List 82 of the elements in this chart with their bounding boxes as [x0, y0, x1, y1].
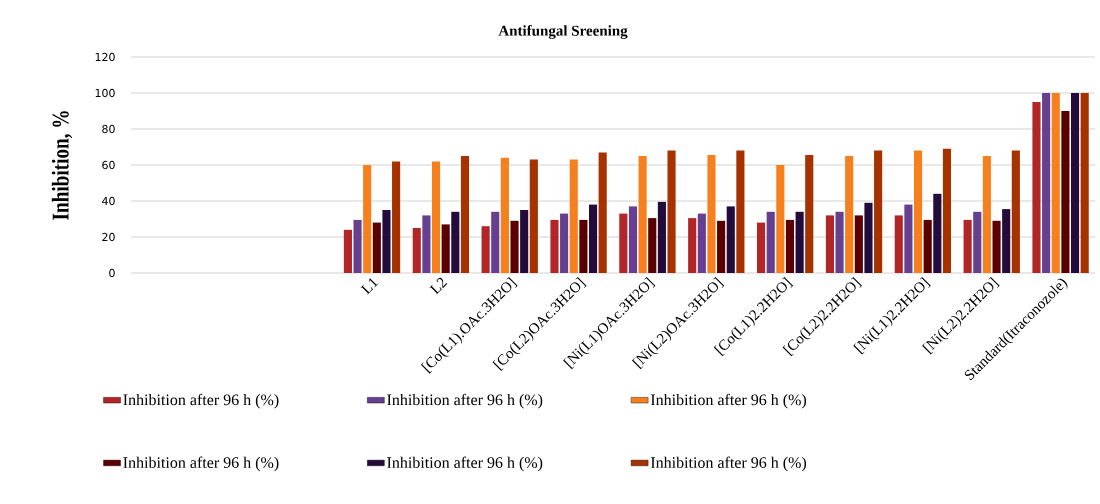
legend-label: Inhibition after 96 h (%) [650, 393, 807, 409]
bar [491, 211, 500, 273]
bar [619, 213, 628, 273]
bar [460, 156, 470, 273]
bar [766, 211, 775, 273]
bar [550, 219, 559, 273]
bar [638, 156, 647, 273]
bar [1061, 111, 1070, 273]
bar [874, 150, 883, 273]
y-tick-label: 0 [109, 268, 115, 278]
bar [717, 220, 726, 273]
bar [726, 206, 735, 273]
bar [776, 165, 785, 273]
bar [894, 215, 903, 273]
bar [648, 218, 657, 273]
bar [1042, 93, 1051, 273]
bar [923, 219, 932, 273]
y-tick-label: 40 [102, 196, 115, 206]
legend-label: Inhibition after 96 h (%) [650, 456, 807, 472]
bar [353, 219, 362, 273]
bar [588, 204, 598, 273]
bar [942, 148, 952, 273]
legend-label: Inhibition after 96 h (%) [387, 456, 543, 472]
bar [795, 211, 804, 273]
bar [963, 219, 972, 273]
bar [412, 228, 421, 273]
bar [825, 215, 834, 273]
bar [560, 213, 569, 273]
bar [382, 210, 391, 273]
bar [1070, 93, 1080, 273]
bar [904, 204, 913, 273]
bar [481, 226, 490, 273]
bar [569, 159, 578, 273]
bar [392, 161, 401, 273]
bar [835, 211, 844, 273]
y-tick-label: 20 [102, 232, 115, 242]
y-tick-label: 100 [95, 88, 115, 98]
legend-label: Inhibition after 96 h (%) [387, 393, 543, 409]
bar [1011, 150, 1020, 273]
bar [1080, 93, 1089, 273]
bar [510, 220, 519, 273]
bar [431, 161, 441, 273]
bar [992, 220, 1001, 273]
bar [579, 219, 588, 273]
bar [973, 211, 982, 273]
bar [657, 201, 666, 273]
bar [372, 222, 381, 273]
y-axis-title: Inhibition, % [51, 111, 73, 220]
bar [363, 165, 372, 273]
bar [1051, 93, 1060, 273]
legend-label: Inhibition after 96 h (%) [123, 456, 279, 472]
bar [785, 219, 795, 273]
bar [628, 206, 638, 273]
bar [1032, 102, 1041, 273]
y-tick-label: 60 [102, 160, 115, 170]
y-tick-label: 80 [102, 124, 115, 134]
bar [697, 213, 706, 273]
legend-label: Inhibition after 96 h (%) [123, 393, 279, 409]
bar [736, 150, 745, 273]
bar [933, 193, 942, 273]
x-tick-label: L1 [360, 278, 379, 295]
bar [343, 229, 352, 273]
bar [854, 215, 863, 273]
bar [982, 156, 991, 273]
bar [913, 150, 923, 273]
bar [441, 224, 450, 273]
bar [805, 155, 814, 273]
chart-title: Antifungal Sreening [498, 25, 628, 39]
bar [451, 211, 460, 273]
bar [1002, 209, 1011, 273]
y-tick-label: 120 [95, 52, 115, 62]
bar [500, 157, 509, 273]
bar [864, 202, 873, 273]
bar [422, 215, 431, 273]
bar [598, 152, 607, 273]
bar [667, 150, 676, 273]
bar [707, 155, 716, 273]
bar [520, 210, 529, 273]
bar [529, 159, 538, 273]
bar [756, 222, 766, 273]
bar [845, 156, 854, 273]
bar [688, 218, 697, 273]
